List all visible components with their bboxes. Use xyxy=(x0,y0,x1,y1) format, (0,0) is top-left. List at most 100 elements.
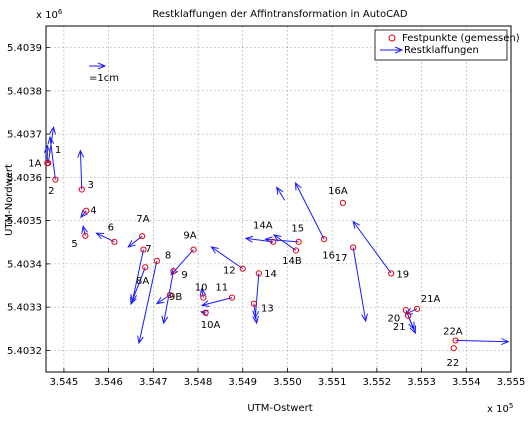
point-label: 4 xyxy=(90,205,96,216)
residual-arrow xyxy=(139,260,158,343)
point-label: 20 xyxy=(387,313,400,324)
point-label: 1 xyxy=(55,145,61,156)
control-point-marker xyxy=(239,265,246,272)
point-label: 17 xyxy=(335,253,348,264)
x-tick-label: 3.545 xyxy=(50,377,79,388)
control-point-marker xyxy=(452,337,459,344)
control-point-marker xyxy=(450,345,457,352)
x-tick-label: 3.549 xyxy=(228,377,257,388)
point-label: 7A xyxy=(136,214,149,225)
grid xyxy=(46,26,512,372)
x-tick-label: 3.552 xyxy=(363,377,392,388)
residual-arrow xyxy=(80,151,81,190)
chart-title: Restklaffungen der Affintransformation i… xyxy=(152,9,408,20)
point-label: 9A xyxy=(183,230,196,241)
residual-arrow xyxy=(455,340,509,341)
control-point-marker xyxy=(228,294,236,301)
control-point-marker xyxy=(78,186,85,193)
scale-reference: =1cm xyxy=(89,66,119,84)
axis-ticks: 3.545 3.546 3.547 3.548 3.549 3.550 3.551 3.552… xyxy=(7,43,525,388)
control-point-marker xyxy=(292,247,300,254)
point-label: 22A xyxy=(443,326,463,337)
point-label: 13 xyxy=(261,303,274,314)
control-point-marker xyxy=(142,264,149,271)
point-label: 9B xyxy=(169,292,182,303)
control-point-marker xyxy=(255,270,262,277)
point-label: 14 xyxy=(264,269,277,280)
control-points xyxy=(44,160,459,352)
residual-arrow xyxy=(171,249,194,275)
control-point-marker xyxy=(83,207,90,214)
x-tick-label: 3.548 xyxy=(184,377,213,388)
y-tick-label: 5.4034 xyxy=(7,259,42,270)
point-label: 9 xyxy=(181,270,187,281)
point-label: 3 xyxy=(88,180,94,191)
control-point-marker xyxy=(270,238,277,245)
residual-vectors xyxy=(47,127,508,343)
control-point-marker xyxy=(140,246,147,253)
x-tick-label: 3.550 xyxy=(273,377,302,388)
residual-arrow xyxy=(407,315,415,333)
residual-arrow xyxy=(202,297,233,306)
control-point-marker xyxy=(339,199,346,206)
control-point-marker xyxy=(111,238,118,245)
point-label: 22 xyxy=(447,358,460,369)
y-tick-label: 5.4039 xyxy=(7,43,42,54)
legend-circle-icon xyxy=(388,34,396,42)
residual-arrow xyxy=(97,233,115,243)
point-label: 10 xyxy=(195,282,208,293)
y-tick-label: 5.4032 xyxy=(7,346,42,357)
y-tick-label: 5.4035 xyxy=(7,216,42,227)
residual-arrow xyxy=(295,183,325,240)
point-label: 12 xyxy=(223,265,236,276)
control-point-marker xyxy=(402,307,410,314)
control-point-marker xyxy=(414,305,421,312)
residual-arrow xyxy=(352,247,366,321)
residual-arrow xyxy=(131,267,146,304)
point-label: 8 xyxy=(165,251,171,262)
residual-arrow xyxy=(83,226,85,236)
point-label: 6 xyxy=(108,223,114,234)
legend-label-points: Festpunkte (gemessen) xyxy=(402,33,520,44)
y-axis-label: UTM-Nordwert xyxy=(4,164,15,236)
y-tick-label: 5.4036 xyxy=(7,173,42,184)
control-point-marker xyxy=(350,244,357,251)
legend-label-vectors: Restklaffungen xyxy=(404,45,479,56)
point-labels: 1A1234567A78A899B9A1010A1112131414A14B15… xyxy=(28,145,463,369)
x-tick-label: 3.555 xyxy=(497,377,526,388)
point-label: 14B xyxy=(282,256,302,267)
point-label: 7 xyxy=(145,244,151,255)
control-point-marker xyxy=(200,294,207,301)
point-label: 21A xyxy=(421,294,441,305)
residual-arrow xyxy=(274,235,297,251)
point-label: 1A xyxy=(28,159,41,170)
point-label: 5 xyxy=(71,239,77,250)
x-axis-label: UTM-Ostwert xyxy=(247,403,312,414)
point-label: 15 xyxy=(291,223,304,234)
control-point-marker xyxy=(82,232,89,239)
residual-arrow xyxy=(202,289,204,298)
scale-label: =1cm xyxy=(89,73,119,84)
control-point-marker xyxy=(139,233,146,240)
x-tick-label: 3.553 xyxy=(407,377,436,388)
control-point-marker xyxy=(166,291,173,299)
residual-arrow xyxy=(81,211,86,217)
control-point-marker xyxy=(202,309,209,316)
plot-area xyxy=(45,25,512,373)
control-point-marker xyxy=(170,268,177,275)
control-point-marker xyxy=(405,312,412,319)
residual-arrow xyxy=(353,221,392,274)
y-exponent: x 106 xyxy=(36,8,63,21)
point-label: 21 xyxy=(393,322,406,333)
residual-arrow xyxy=(211,247,244,270)
control-point-marker xyxy=(388,270,395,277)
residual-arrow xyxy=(246,238,274,241)
x-tick-label: 3.551 xyxy=(318,377,347,388)
x-tick-label: 3.547 xyxy=(139,377,168,388)
control-point-marker xyxy=(153,257,160,264)
point-label: 16 xyxy=(322,251,335,262)
point-label: 14A xyxy=(253,220,273,231)
control-point-marker xyxy=(321,236,328,243)
residual-arrow xyxy=(50,137,56,180)
